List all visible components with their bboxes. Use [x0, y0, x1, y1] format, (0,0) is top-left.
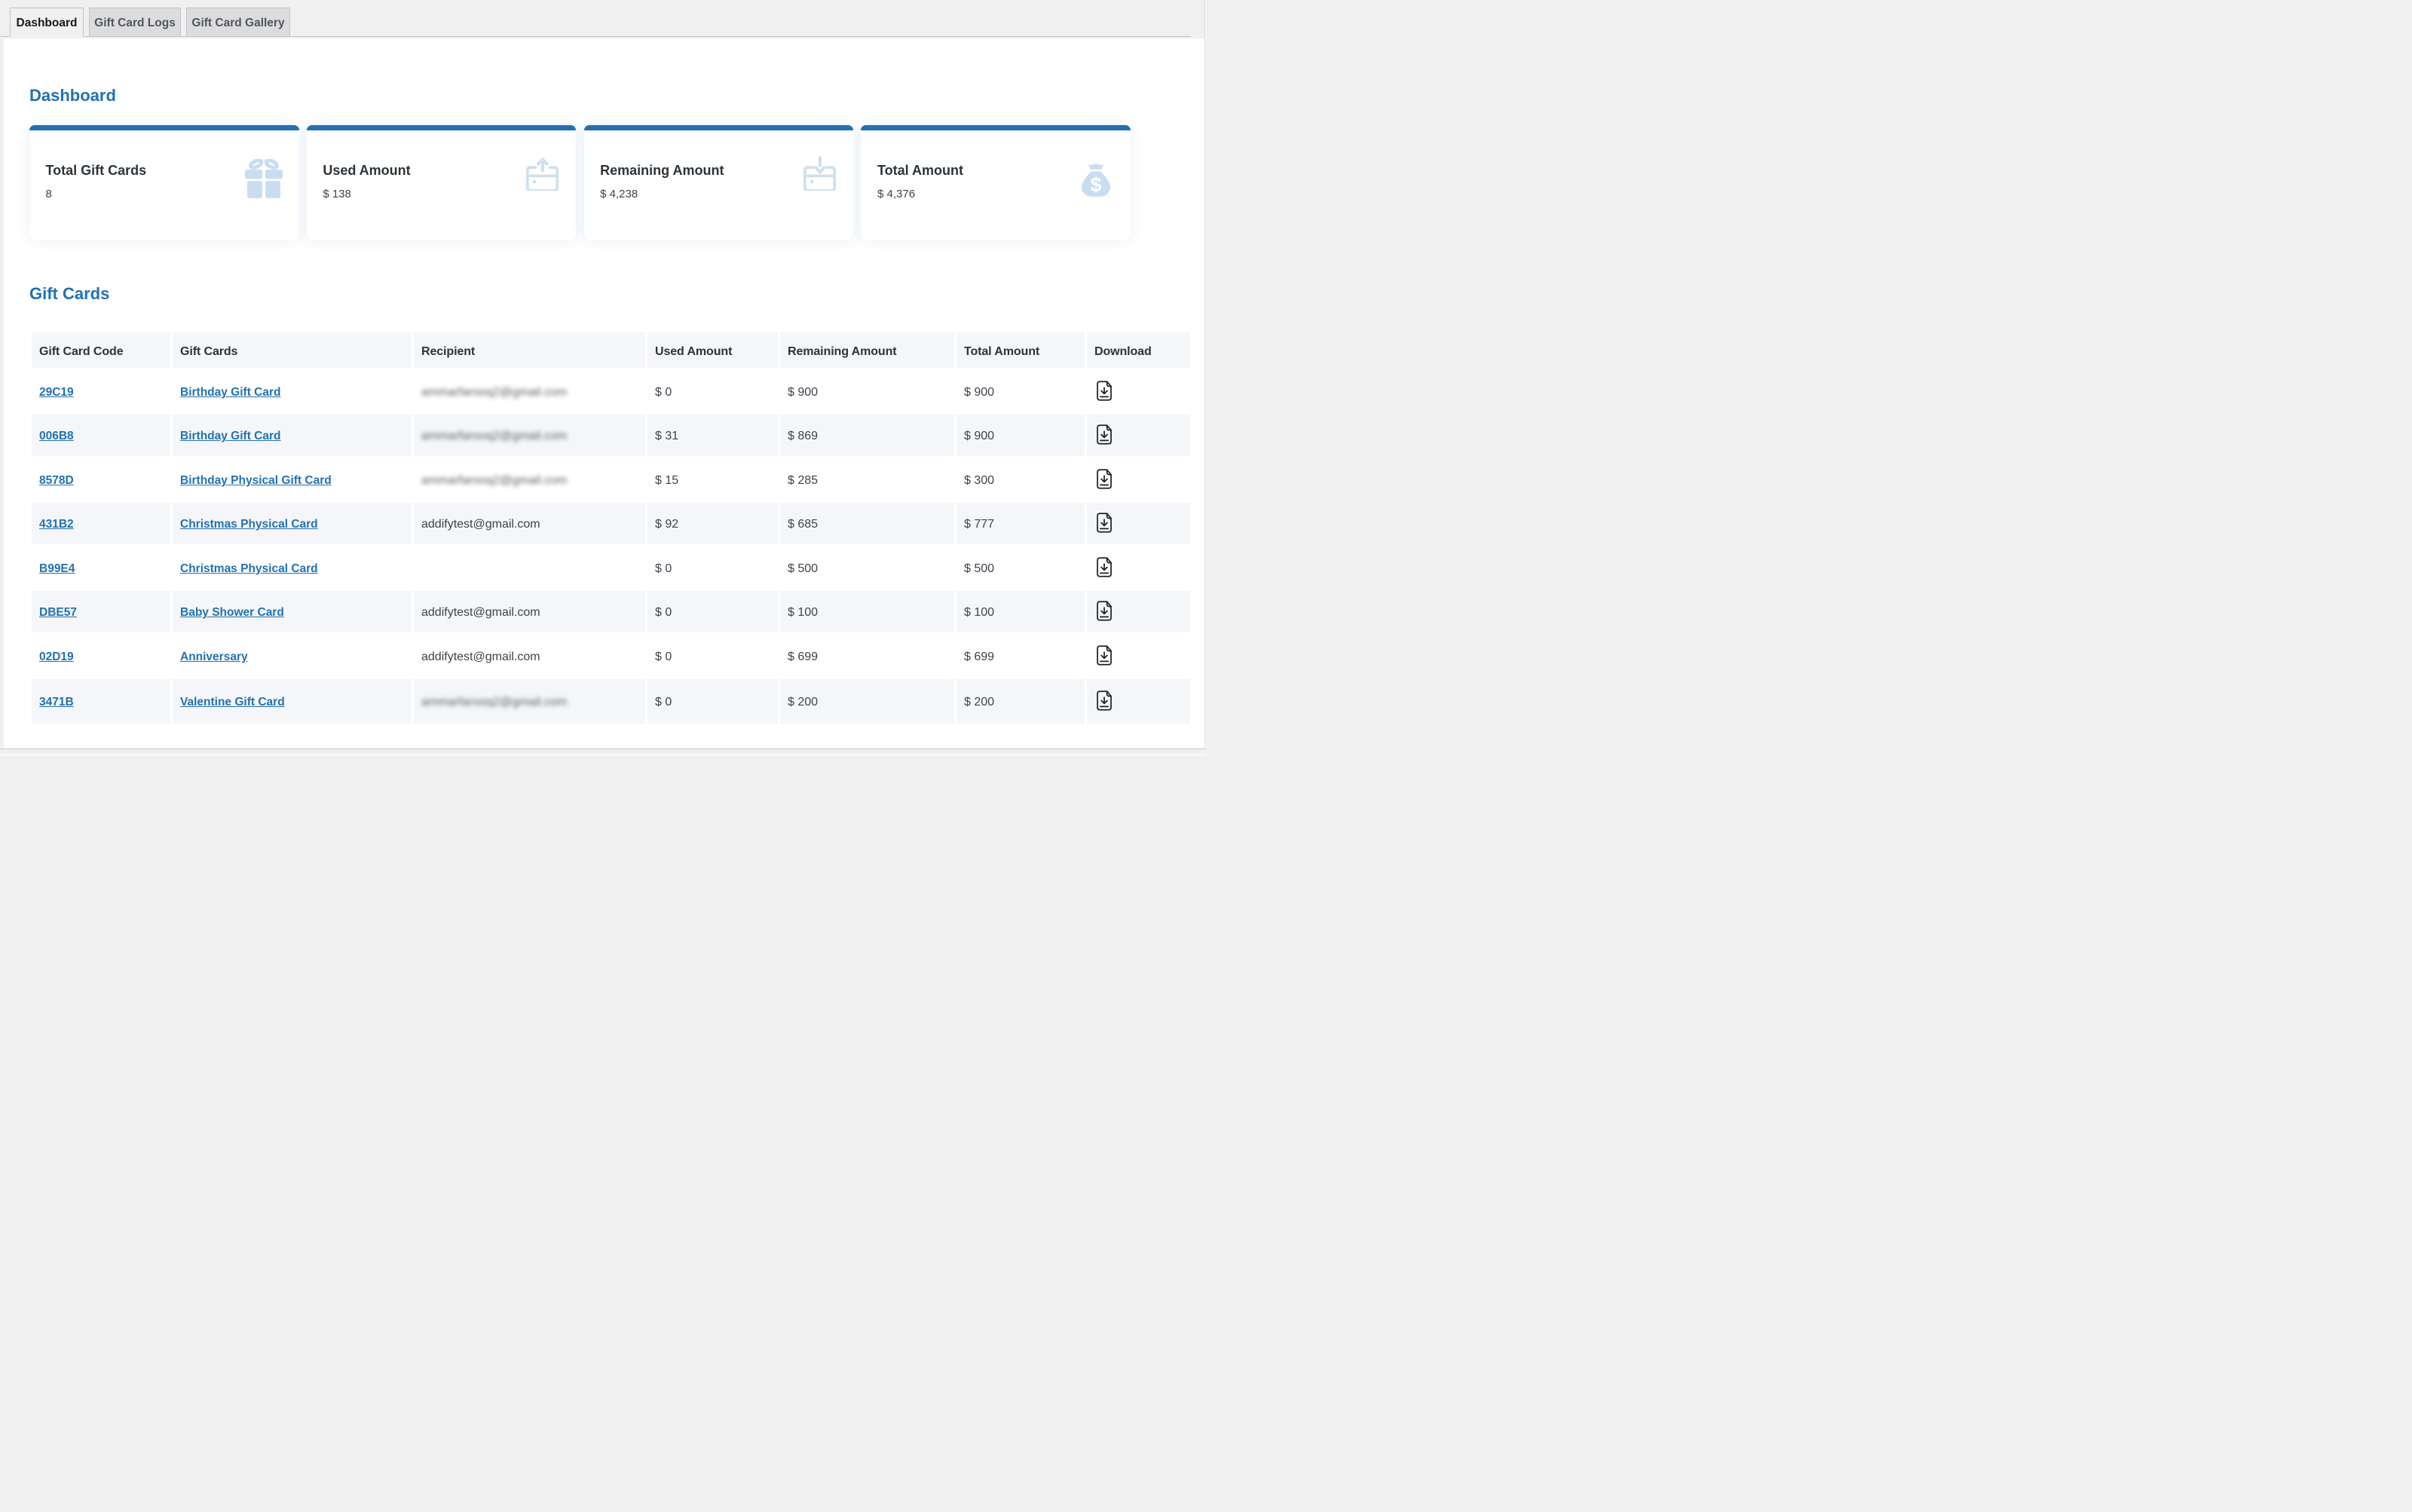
svg-text:$: $ [1091, 173, 1102, 196]
